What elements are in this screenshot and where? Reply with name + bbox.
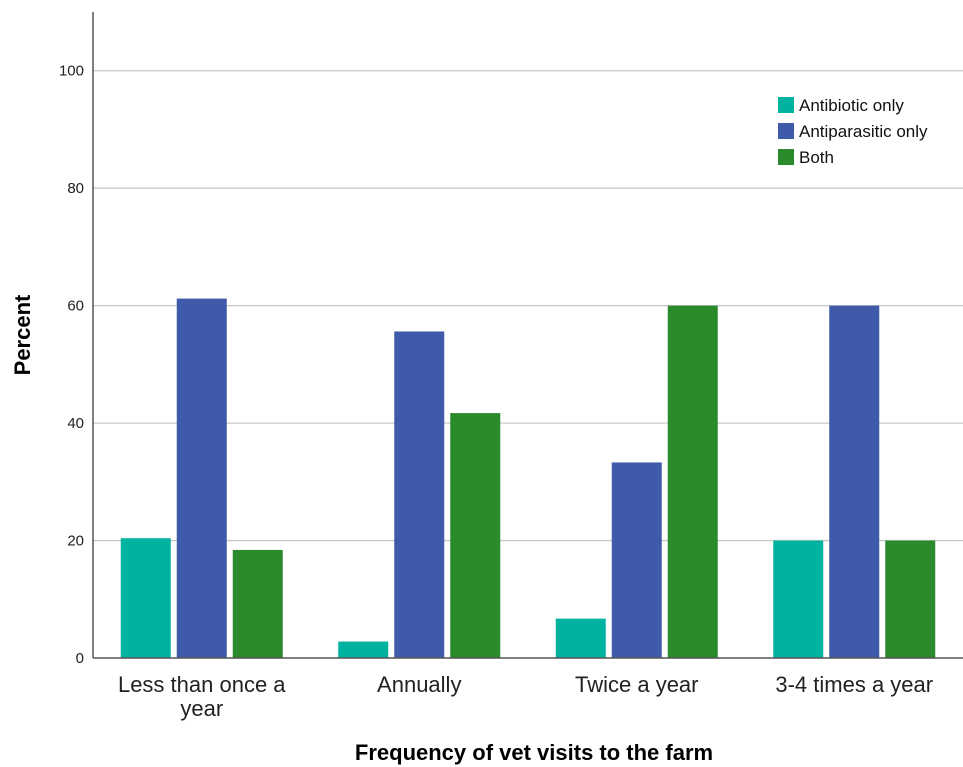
legend-label: Antiparasitic only	[799, 122, 928, 141]
y-tick-label: 100	[59, 63, 84, 80]
x-category-label: Annually	[377, 672, 461, 697]
x-category-label: Less than once a year	[118, 672, 286, 721]
bar	[885, 540, 936, 658]
bar	[773, 540, 824, 658]
y-tick-label: 40	[67, 415, 84, 432]
bars	[120, 298, 936, 658]
bar	[555, 618, 606, 658]
x-category-label: Twice a year	[575, 672, 699, 697]
legend-label: Both	[799, 148, 834, 167]
y-axis-title: Percent	[10, 294, 35, 375]
legend-swatch	[778, 97, 794, 113]
bar	[176, 298, 227, 658]
x-axis-title: Frequency of vet visits to the farm	[355, 740, 713, 765]
legend: Antibiotic only Antiparasitic only Both	[778, 96, 928, 167]
x-category-label: 3-4 times a year	[775, 672, 933, 697]
bar	[232, 549, 283, 658]
y-tick-labels: 0 20 40 60 80 100	[59, 63, 84, 667]
x-category-labels: Less than once a year Annually Twice a year…	[118, 672, 933, 721]
bar	[611, 462, 662, 658]
bar	[120, 538, 171, 658]
legend-swatch	[778, 123, 794, 139]
legend-swatch	[778, 149, 794, 165]
bar	[829, 305, 880, 658]
bar	[667, 305, 718, 658]
bar	[338, 641, 389, 658]
y-tick-label: 0	[76, 650, 84, 667]
axes	[92, 12, 963, 659]
legend-label: Antibiotic only	[799, 96, 904, 115]
bar	[394, 331, 445, 658]
bar	[450, 413, 501, 658]
y-tick-label: 60	[67, 298, 84, 315]
y-tick-label: 80	[67, 180, 84, 197]
y-tick-label: 20	[67, 533, 84, 550]
